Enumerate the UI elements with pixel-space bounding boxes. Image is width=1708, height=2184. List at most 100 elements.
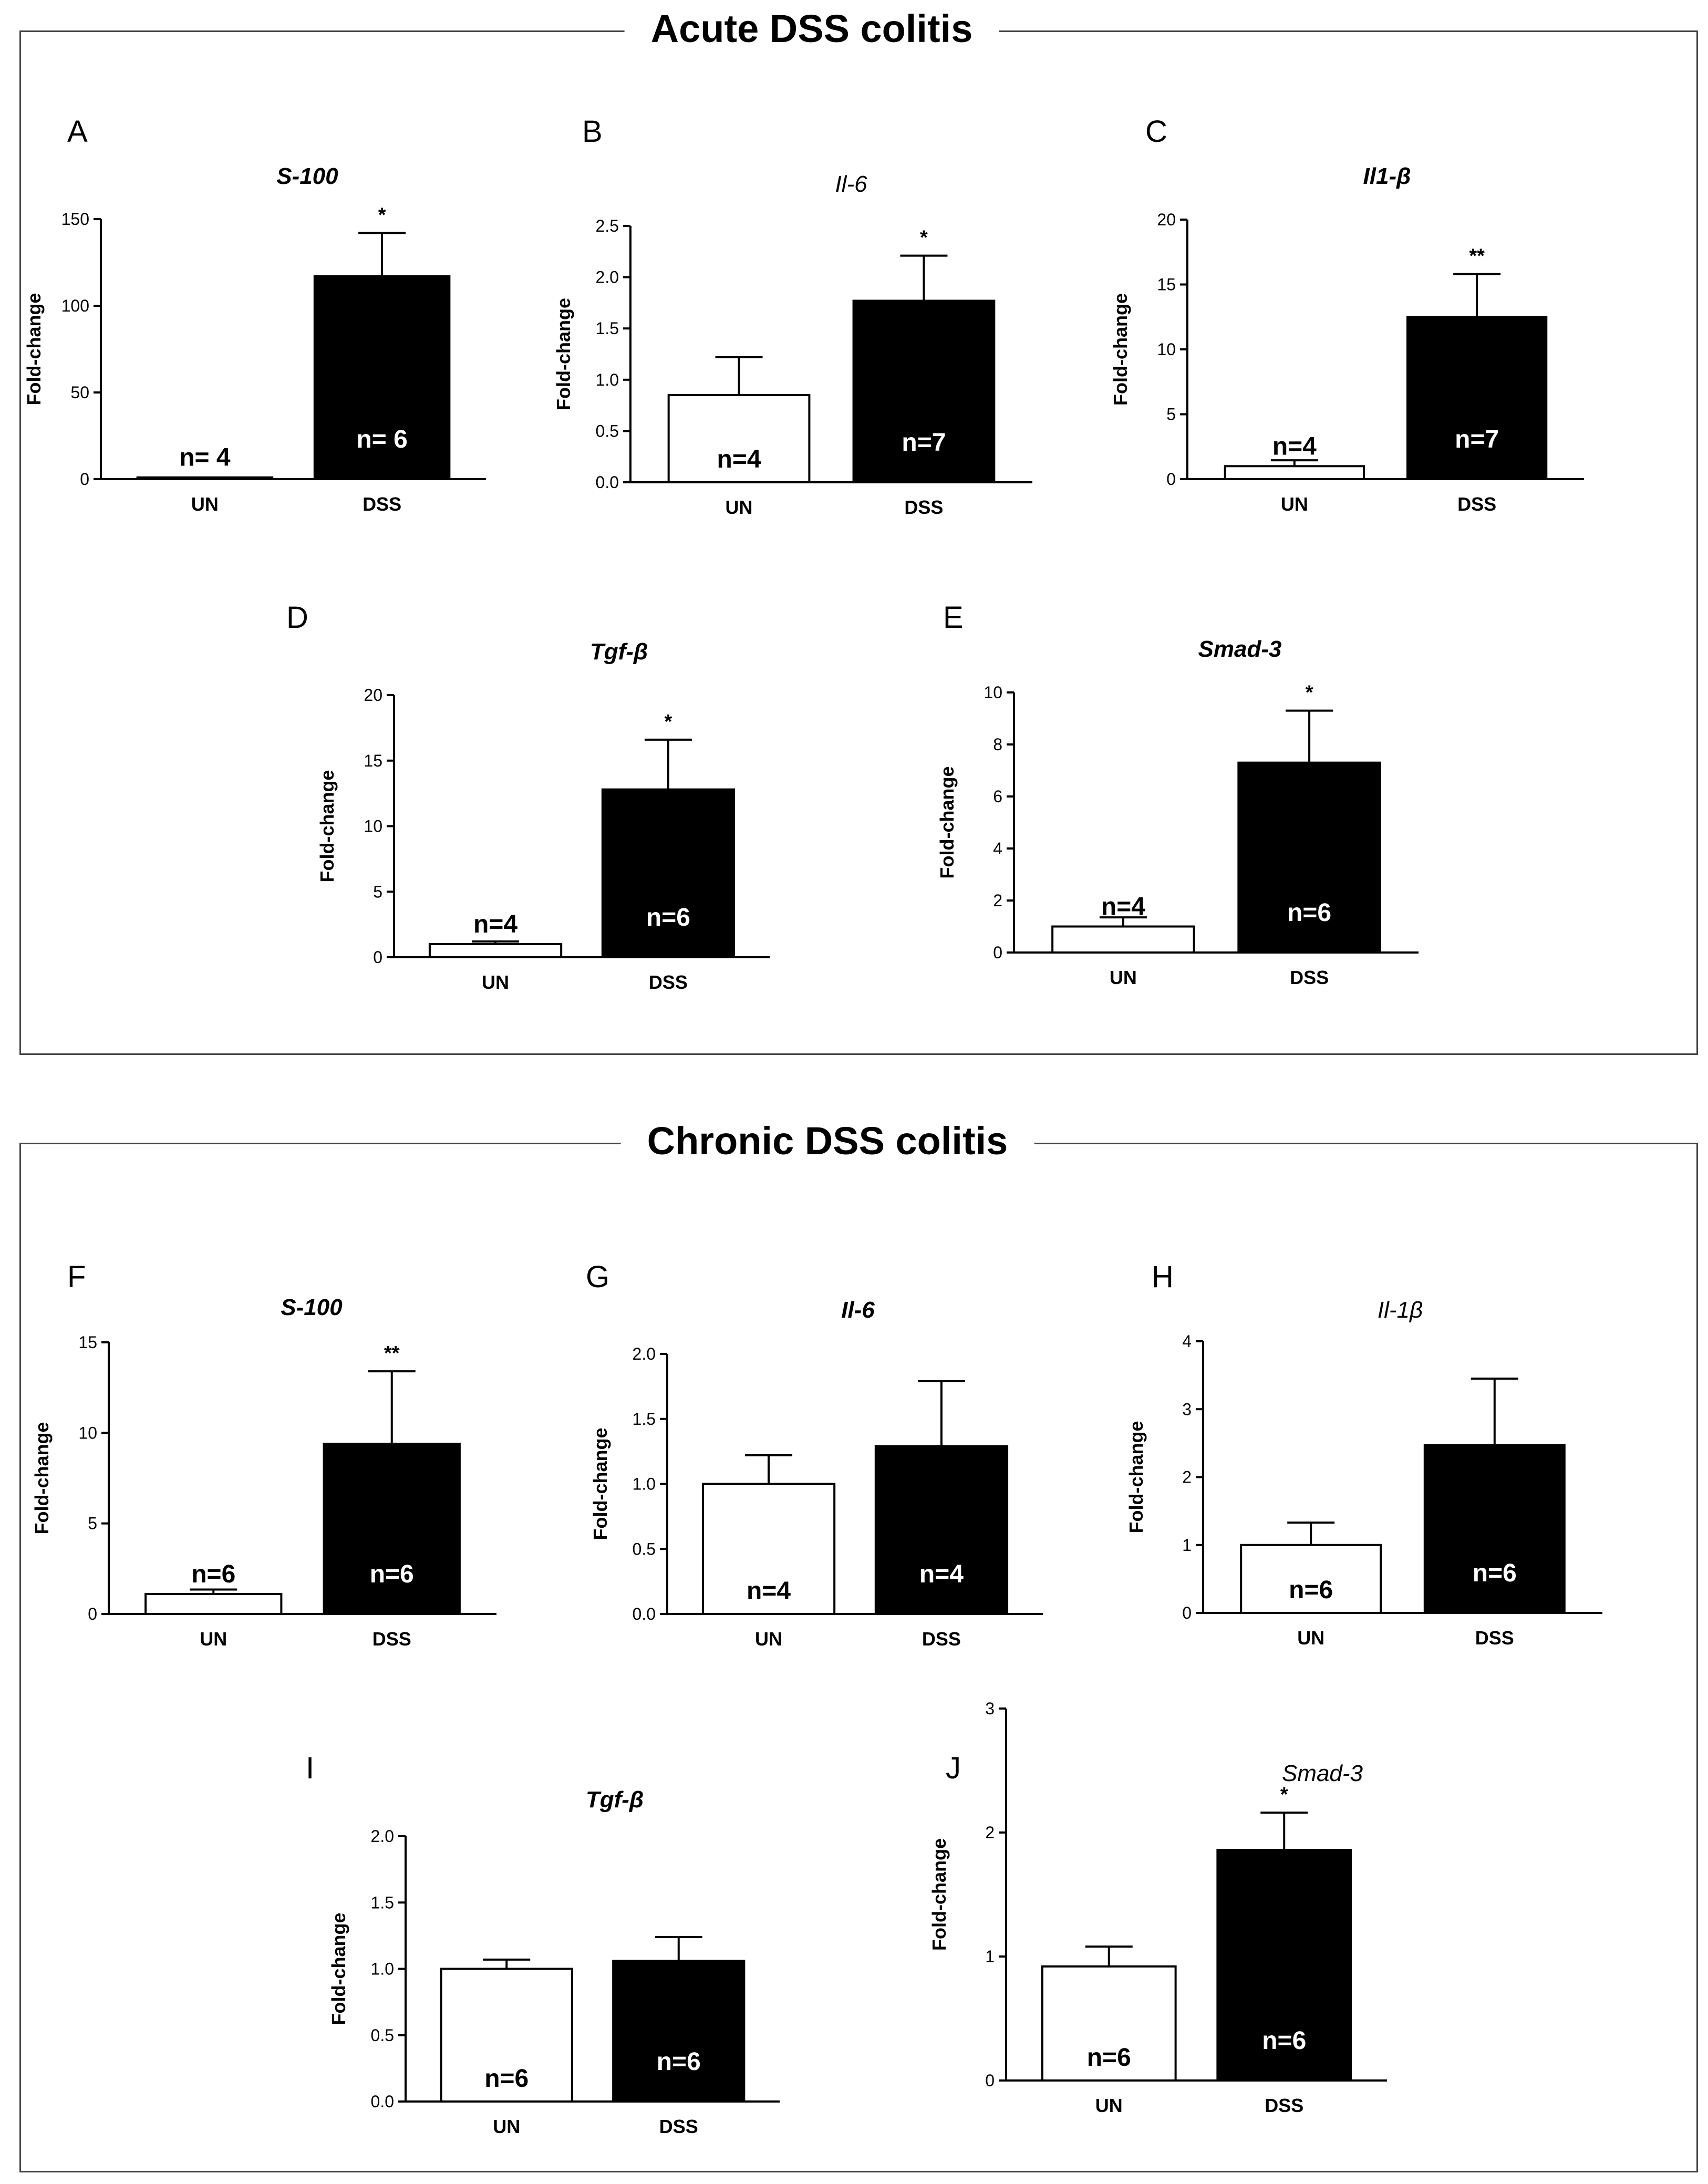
panel-e-ytick-label-2: 4 xyxy=(993,839,1002,858)
panel-e-ytick-label-3: 6 xyxy=(993,787,1002,806)
panel-c-letter: C xyxy=(1145,115,1167,149)
panel-h-bar-un xyxy=(1240,1544,1382,1614)
panel-j-ytick-label-2: 2 xyxy=(985,1823,995,1842)
panel-a-n-label-dss: n= 6 xyxy=(356,426,407,453)
panel-b-letter: B xyxy=(582,115,603,149)
panel-f-ytick-label-3: 15 xyxy=(78,1333,97,1352)
panel-i-title: Tgf-β xyxy=(586,1787,644,1813)
panel-f-title: S-100 xyxy=(281,1295,343,1320)
panel-b-significance-dss: * xyxy=(920,227,928,249)
panel-a-title: S-100 xyxy=(276,163,338,189)
panel-c-bar-un xyxy=(1224,465,1365,480)
panel-e-bar-un xyxy=(1051,925,1195,954)
panel-i-bar-un xyxy=(440,1968,573,2103)
panel-g-ytick-label-3: 1.5 xyxy=(633,1410,656,1429)
panel-e-ytick-label-4: 8 xyxy=(993,735,1002,754)
panel-c-n-label-dss: n=7 xyxy=(1455,426,1499,453)
panel-e-ylabel: Fold-change xyxy=(936,767,958,879)
panel-d-category-dss: DSS xyxy=(649,971,688,993)
panel-e-ytick-label-5: 10 xyxy=(984,683,1002,702)
panel-a-ytick-label-1: 50 xyxy=(70,383,89,402)
panel-c-significance-dss: ** xyxy=(1469,245,1485,267)
panel-f-bar-un xyxy=(144,1593,283,1616)
panel-e-title: Smad-3 xyxy=(1198,636,1282,662)
panel-a-ytick-label-3: 150 xyxy=(61,210,89,229)
panel-h-ytick-label-0: 0 xyxy=(1182,1603,1192,1622)
panel-h-ytick-label-4: 4 xyxy=(1182,1332,1192,1351)
panel-b-category-un: UN xyxy=(726,496,753,518)
panel-d-ytick-label-3: 15 xyxy=(364,751,382,770)
panel-a-n-label-un: n= 4 xyxy=(179,444,231,472)
panel-b-ytick-label-3: 1.5 xyxy=(596,319,619,338)
panel-g-n-label-un: n=4 xyxy=(747,1577,791,1605)
panel-c-ytick-label-0: 0 xyxy=(1166,470,1176,489)
panel-d-ytick-label-2: 10 xyxy=(364,817,382,836)
chronic-section-title: Chronic DSS colitis xyxy=(620,1122,1034,1161)
panel-g-n-label-dss: n=4 xyxy=(919,1560,964,1588)
panel-f-category-dss: DSS xyxy=(372,1628,411,1650)
panel-h-ytick-label-1: 1 xyxy=(1182,1536,1192,1555)
panel-j-category-un: UN xyxy=(1095,2095,1123,2116)
panel-i-ytick-label-4: 2.0 xyxy=(371,1827,394,1846)
panel-b-category-dss: DSS xyxy=(904,496,943,518)
panel-f-category-un: UN xyxy=(200,1628,227,1650)
panel-i-category-un: UN xyxy=(493,2116,520,2137)
panel-h-ytick-label-3: 3 xyxy=(1182,1400,1192,1419)
panel-c-ytick-label-3: 15 xyxy=(1157,275,1176,294)
panel-j-n-label-un: n=6 xyxy=(1087,2044,1131,2072)
panel-g-bar-dss xyxy=(874,1445,1009,1616)
panel-b-ylabel: Fold-change xyxy=(553,298,574,410)
panel-h-n-label-dss: n=6 xyxy=(1473,1559,1517,1587)
panel-a-category-dss: DSS xyxy=(363,493,401,515)
panel-i-ytick-label-1: 0.5 xyxy=(371,2026,394,2045)
panel-a-letter: A xyxy=(67,115,88,149)
panel-f-ytick-label-1: 5 xyxy=(88,1514,97,1533)
panel-f-bar-dss xyxy=(323,1443,461,1616)
panel-j-ylabel: Fold-change xyxy=(928,1838,950,1951)
panel-c-bar-dss xyxy=(1406,316,1548,480)
panel-f-n-label-dss: n=6 xyxy=(370,1560,414,1588)
panel-j-significance-dss: * xyxy=(1280,1784,1288,1806)
panel-d-title: Tgf-β xyxy=(590,639,648,665)
panel-j-ytick-label-0: 0 xyxy=(985,2071,995,2090)
panel-a-category-un: UN xyxy=(191,493,219,515)
panel-b-ytick-label-2: 1.0 xyxy=(596,370,619,389)
panel-g-category-un: UN xyxy=(755,1628,782,1650)
panel-a-significance-dss: * xyxy=(378,204,386,226)
panel-f-ytick-label-0: 0 xyxy=(88,1605,97,1623)
panel-i-category-dss: DSS xyxy=(659,2116,698,2137)
panel-h-title: Il-1β xyxy=(1378,1297,1423,1323)
panel-g-bar-un xyxy=(701,1483,836,1615)
panel-b-bar-dss xyxy=(852,299,996,483)
panel-a-ylabel: Fold-change xyxy=(23,293,45,406)
panel-d-ytick-label-4: 20 xyxy=(364,686,382,705)
panel-g-title: Il-6 xyxy=(841,1297,875,1323)
panel-f-letter: F xyxy=(67,1260,86,1294)
panel-g-ytick-label-1: 0.5 xyxy=(633,1539,656,1558)
panel-d-letter: D xyxy=(286,601,308,635)
panel-i-n-label-un: n=6 xyxy=(484,2065,529,2093)
panel-d-n-label-dss: n=6 xyxy=(646,904,690,931)
panel-c-ylabel: Fold-change xyxy=(1110,293,1131,406)
panel-h-letter: H xyxy=(1152,1260,1174,1294)
panel-b-n-label-dss: n=7 xyxy=(902,429,946,457)
panel-i-ytick-label-0: 0.0 xyxy=(371,2092,394,2111)
panel-e-category-un: UN xyxy=(1110,967,1137,988)
panel-e-n-label-dss: n=6 xyxy=(1287,899,1331,927)
panel-b-ytick-label-4: 2.0 xyxy=(596,268,619,287)
panel-b-ytick-label-5: 2.5 xyxy=(596,216,619,235)
panel-h-n-label-un: n=6 xyxy=(1289,1576,1333,1604)
panel-g-ytick-label-2: 1.0 xyxy=(633,1475,656,1494)
panel-d-significance-dss: * xyxy=(665,711,672,733)
panel-i-n-label-dss: n=6 xyxy=(657,2048,701,2076)
panel-h-bar-dss xyxy=(1423,1444,1566,1614)
panel-g-ylabel: Fold-change xyxy=(589,1428,611,1540)
panel-i-ytick-label-2: 1.0 xyxy=(371,1960,394,1979)
panel-e-significance-dss: * xyxy=(1306,682,1313,704)
panel-j-ytick-label-3: 3 xyxy=(985,1699,995,1718)
panel-d-ytick-label-1: 5 xyxy=(373,882,382,901)
panel-j-category-dss: DSS xyxy=(1265,2095,1303,2116)
panel-a-ytick-label-0: 0 xyxy=(80,470,89,489)
panel-h-category-dss: DSS xyxy=(1475,1627,1514,1649)
